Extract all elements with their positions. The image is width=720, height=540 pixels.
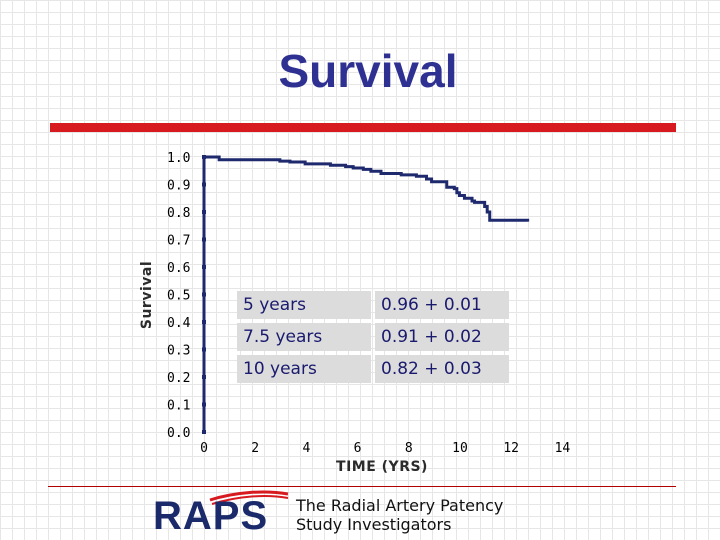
table-cell-value: 0.91 + 0.02 [375, 323, 509, 351]
y-tick-label: 0.0 [167, 426, 190, 441]
x-tick-label: 6 [354, 441, 362, 456]
table-row: 10 years 0.82 + 0.03 [237, 355, 509, 383]
table-cell-value: 0.82 + 0.03 [375, 355, 509, 383]
y-axis-ticks: 0.0 0.1 0.2 0.3 0.4 0.5 0.6 0.7 0.8 0.9 1.0 [167, 151, 206, 441]
table-cell-label: 10 years [237, 355, 371, 383]
footer-divider [48, 486, 676, 487]
title-underline-bar [50, 123, 676, 132]
y-tick-label: 0.1 [167, 399, 190, 414]
x-tick-label: 10 [452, 441, 468, 456]
x-tick-label: 2 [251, 441, 259, 456]
x-tick-label: 12 [503, 441, 519, 456]
x-axis-ticks: 0 2 4 6 8 10 12 14 [200, 441, 570, 456]
survival-curve [204, 155, 530, 222]
credit-text: The Radial Artery Patency Study Investig… [296, 496, 503, 534]
y-tick-label: 0.5 [167, 289, 190, 304]
credit-line-1: The Radial Artery Patency [296, 496, 504, 515]
credit-line-2: Study Investigators [296, 515, 452, 534]
x-tick-label: 8 [405, 441, 413, 456]
x-tick-label: 0 [200, 441, 208, 456]
table-cell-value: 0.96 + 0.01 [375, 291, 509, 319]
y-tick-label: 1.0 [167, 151, 190, 166]
y-axis-label: Survival [139, 261, 155, 329]
table-row: 5 years 0.96 + 0.01 [237, 291, 509, 319]
table-row: 7.5 years 0.91 + 0.02 [237, 323, 509, 351]
y-tick-label: 0.4 [167, 316, 191, 331]
x-axis-label: TIME (YRS) [336, 459, 428, 475]
y-tick-label: 0.6 [167, 261, 190, 276]
y-tick-label: 0.3 [167, 344, 190, 359]
raps-logo-swoosh [209, 490, 289, 505]
y-tick-label: 0.9 [167, 179, 190, 194]
x-tick-label: 14 [555, 441, 571, 456]
x-tick-label: 4 [302, 441, 310, 456]
raps-logo: RAPS [153, 494, 269, 538]
slide-title: Survival [278, 45, 458, 97]
survival-summary-table: 5 years 0.96 + 0.01 7.5 years 0.91 + 0.0… [233, 287, 513, 387]
table-cell-label: 5 years [237, 291, 371, 319]
survival-chart: 0.0 0.1 0.2 0.3 0.4 0.5 0.6 0.7 0.8 0.9 1.0 0 2 4 6 8 1… [139, 151, 570, 475]
y-tick-label: 0.7 [167, 234, 190, 249]
y-tick-label: 0.2 [167, 371, 190, 386]
table-cell-label: 7.5 years [237, 323, 371, 351]
y-tick-label: 0.8 [167, 206, 190, 221]
